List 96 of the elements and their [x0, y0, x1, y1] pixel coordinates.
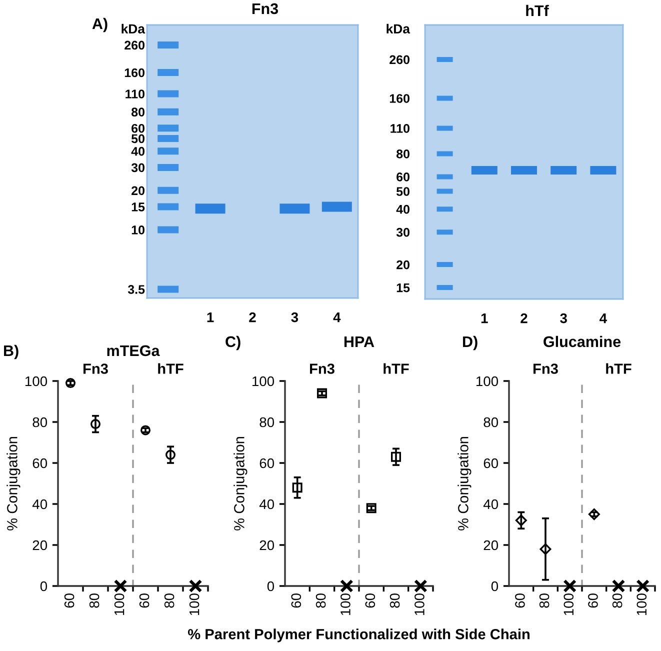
y-tick-label: 100 — [476, 376, 498, 386]
y-tick-label: 40 — [131, 146, 144, 156]
y-tick-label: 160 — [390, 94, 410, 103]
y-tick-label: 50 — [131, 134, 144, 144]
y-axis-title: % Conjugation — [458, 437, 472, 530]
chart-title: hTf — [526, 4, 549, 16]
x-tick-label: 100 — [340, 593, 350, 616]
text: Fn3 — [84, 364, 108, 374]
x-tick-label: 80 — [539, 593, 550, 608]
y-tick-label: 110 — [126, 90, 144, 98]
y-axis-title: % Conjugation — [6, 437, 20, 530]
y-tick-label: 20 — [484, 540, 498, 550]
y-tick-label: 50 — [396, 187, 410, 196]
point — [540, 543, 552, 555]
x-tick-label: 2 — [249, 312, 256, 322]
y-tick-label: 3.5 — [128, 285, 145, 294]
y-axis-title: kDa — [122, 24, 146, 34]
point — [414, 579, 428, 593]
x-tick-label: 80 — [316, 593, 326, 608]
point — [340, 579, 354, 593]
y-tick-label: 40 — [483, 499, 498, 510]
point — [166, 450, 176, 460]
chart-title: Fn3 — [252, 3, 278, 14]
point — [292, 482, 302, 493]
x-tick-label: 100 — [636, 593, 647, 616]
text: A) — [92, 18, 108, 32]
text: Fn3 — [534, 364, 558, 374]
y-tick-label: 0 — [40, 581, 48, 592]
y-tick-label: 0 — [267, 581, 274, 592]
x-tick-label: 60 — [515, 593, 525, 608]
x-tick-label: 4 — [333, 312, 341, 322]
y-tick-label: 60 — [32, 458, 48, 468]
text: hTF — [384, 363, 409, 374]
x-tick-label: 3 — [291, 312, 298, 322]
y-tick-label: 80 — [32, 417, 48, 428]
x-tick-label: 100 — [564, 593, 574, 616]
x-axis-title: % Parent Polymer Functionalized with Side Chain — [188, 628, 530, 642]
y-tick-label: 30 — [131, 163, 144, 172]
y-axis-title: kDa — [386, 24, 410, 34]
y-tick-label: 20 — [132, 186, 144, 196]
x-tick-label: 1 — [207, 312, 214, 322]
x-tick-label: 60 — [365, 593, 376, 608]
point — [636, 579, 650, 593]
y-tick-label: 80 — [396, 150, 410, 158]
point — [188, 579, 202, 593]
point — [391, 452, 401, 462]
y-tick-label: 80 — [260, 417, 274, 428]
text: hTF — [606, 363, 632, 374]
x-tick-label: 4 — [600, 314, 607, 324]
x-tick-label: 1 — [481, 314, 488, 324]
y-tick-label: 20 — [32, 540, 48, 550]
y-axis-title: % Conjugation — [234, 437, 248, 530]
y-tick-label: 40 — [396, 204, 410, 214]
chart-title: mTEGa — [107, 345, 160, 356]
y-tick-label: 30 — [396, 228, 410, 237]
y-tick-label: 15 — [396, 283, 410, 292]
x-tick-label: 100 — [414, 593, 424, 616]
text: hTF — [158, 363, 184, 374]
y-tick-label: 80 — [484, 417, 498, 428]
y-tick-label: 60 — [132, 124, 144, 133]
chart-title: HPA — [344, 336, 374, 347]
y-tick-label: 60 — [260, 458, 274, 468]
chart-title: Glucamine — [544, 336, 621, 348]
y-tick-label: 100 — [25, 376, 48, 386]
text: D) — [463, 336, 478, 350]
y-tick-label: 10 — [132, 226, 144, 234]
x-tick-label: 100 — [189, 593, 200, 616]
y-tick-label: 80 — [131, 108, 144, 116]
text: Fn3 — [310, 364, 334, 374]
x-tick-label: 80 — [612, 593, 622, 608]
y-tick-label: 40 — [259, 499, 274, 510]
y-tick-label: 60 — [396, 172, 410, 182]
x-tick-label: 60 — [291, 593, 302, 608]
x-tick-label: 80 — [164, 593, 174, 608]
x-tick-label: 80 — [89, 593, 100, 608]
y-tick-label: 20 — [396, 260, 410, 270]
y-tick-label: 40 — [32, 499, 48, 510]
x-tick-label: 3 — [560, 313, 567, 324]
x-tick-label: 60 — [588, 593, 598, 608]
text: B) — [4, 344, 18, 360]
y-tick-label: 160 — [124, 68, 144, 78]
y-tick-label: 100 — [252, 376, 274, 386]
y-tick-label: 260 — [124, 40, 144, 50]
y-tick-label: 260 — [390, 55, 410, 64]
x-tick-label: 2 — [520, 313, 528, 324]
point — [114, 579, 128, 593]
y-tick-label: 20 — [260, 540, 274, 550]
point — [612, 579, 626, 593]
y-tick-label: 60 — [484, 458, 498, 468]
y-tick-label: 0 — [491, 581, 498, 592]
point — [563, 579, 577, 593]
text: C) — [226, 336, 240, 350]
point — [90, 419, 100, 430]
y-tick-label: 110 — [390, 124, 410, 133]
x-tick-label: 60 — [64, 593, 74, 608]
y-tick-label: 15 — [132, 202, 145, 212]
